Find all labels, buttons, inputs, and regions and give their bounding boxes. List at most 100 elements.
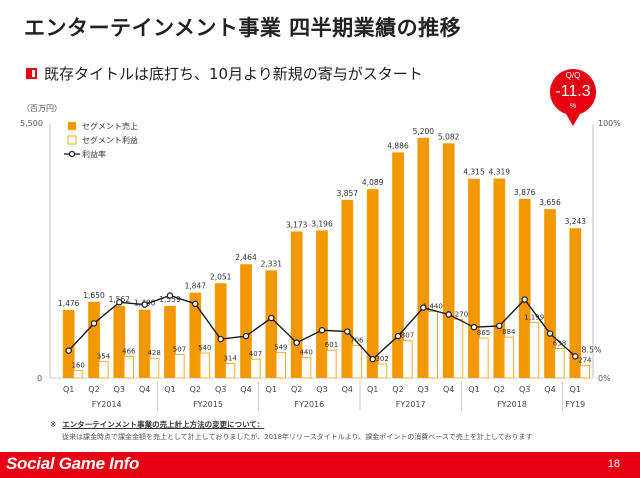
quarter-tick-label: Q2 bbox=[291, 385, 302, 394]
profit-label: 540 bbox=[198, 344, 211, 352]
subtitle: 既存タイトルは底打ち、10月より新規の寄与がスタート bbox=[44, 65, 423, 83]
quarter-tick-label: Q4 bbox=[139, 385, 150, 394]
margin-point bbox=[445, 311, 452, 318]
quarter-tick-label: Q1 bbox=[468, 385, 479, 394]
sales-bar bbox=[442, 143, 455, 378]
x-axis-labels: Q1 Q2 Q3 Q4 Q1 Q2 Q3 Q4 Q1 Q2 Q3 Q4 Q1 Q2 Q3 Q4 Q1 Q2 Q3 Q4… bbox=[63, 381, 585, 411]
sales-label: 3,656 bbox=[539, 198, 561, 207]
sales-label: 3,857 bbox=[337, 189, 359, 198]
profit-label: 314 bbox=[223, 354, 237, 362]
profit-bar bbox=[529, 322, 540, 379]
profit-label: 807 bbox=[401, 332, 414, 340]
fiscal-year-label: FY2017 bbox=[396, 400, 426, 409]
margin-point bbox=[496, 322, 503, 330]
qoq-badge-circle bbox=[550, 69, 596, 115]
profit-bar bbox=[250, 358, 261, 379]
quarter-tick-label: Q3 bbox=[418, 385, 429, 394]
legend-margin-marker bbox=[68, 150, 76, 158]
sales-bar bbox=[569, 228, 582, 378]
sales-label: 2,331 bbox=[261, 259, 283, 268]
margin-point bbox=[192, 300, 199, 308]
sales-bar bbox=[468, 178, 480, 378]
quarter-tick-label: Q1 bbox=[164, 385, 175, 394]
sales-bar bbox=[316, 230, 328, 378]
quarter-tick-label: Q4 bbox=[342, 385, 353, 394]
margin-point bbox=[318, 327, 326, 334]
profit-label: 601 bbox=[325, 341, 338, 349]
fiscal-year-label: FY2015 bbox=[193, 400, 223, 409]
profit-bar bbox=[301, 357, 312, 379]
y-tick-max: 5,500 bbox=[20, 119, 43, 128]
profit-label: 1,440 bbox=[423, 302, 443, 310]
y2-tick-zero: 0% bbox=[598, 374, 611, 383]
quarter-tick-label: Q4 bbox=[240, 385, 251, 394]
fiscal-year-label: FY2018 bbox=[497, 400, 527, 409]
margin-point bbox=[141, 301, 148, 308]
profit-bar bbox=[174, 354, 185, 379]
profit-label: 354 bbox=[97, 353, 111, 361]
margin-point bbox=[166, 292, 174, 299]
sales-bar bbox=[518, 198, 531, 378]
profit-bar bbox=[402, 340, 413, 379]
quarter-tick-label: Q2 bbox=[494, 385, 505, 394]
legend-sales-swatch bbox=[68, 122, 76, 130]
profit-label: 507 bbox=[173, 346, 186, 354]
sales-bar bbox=[88, 301, 100, 378]
y2-tick-max: 100% bbox=[598, 119, 621, 128]
profit-label: 1,199 bbox=[524, 314, 544, 322]
sales-bar bbox=[493, 178, 506, 378]
sales-bar bbox=[240, 264, 252, 378]
sales-label: 5,200 bbox=[413, 127, 435, 136]
sales-label: 3,243 bbox=[565, 217, 587, 226]
profit-label: 1,270 bbox=[448, 310, 468, 318]
quarter-tick-label: Q3 bbox=[519, 385, 530, 394]
profit-label: 865 bbox=[477, 329, 490, 337]
unit-label: （百万円） bbox=[22, 104, 62, 113]
note-body: 従来は課金時点で課金金額を売上として計上しておりましたが、2018年リリースタイ… bbox=[62, 433, 533, 441]
profit-label: 549 bbox=[274, 344, 287, 352]
legend: セグメント売上 セグメント利益 利益率 bbox=[64, 121, 138, 159]
profit-label: 884 bbox=[502, 328, 516, 336]
page-number: 18 bbox=[607, 458, 620, 470]
profit-bar bbox=[149, 357, 160, 379]
qoq-badge-top: Q/Q bbox=[566, 71, 581, 80]
profit-bar bbox=[377, 363, 388, 379]
margin-point bbox=[546, 330, 554, 337]
quarter-tick-label: Q2 bbox=[88, 385, 99, 394]
sales-bar bbox=[214, 283, 227, 378]
profit-bar bbox=[123, 356, 134, 379]
profit-label: 302 bbox=[375, 355, 388, 363]
sales-bar bbox=[62, 309, 75, 378]
quarter-tick-label: Q1 bbox=[266, 385, 277, 394]
profit-bar bbox=[427, 311, 438, 379]
margin-point bbox=[268, 314, 275, 322]
legend-margin-label: 利益率 bbox=[82, 149, 106, 159]
profit-label: 428 bbox=[147, 349, 160, 357]
margin-point bbox=[242, 332, 250, 340]
sales-label: 4,315 bbox=[463, 168, 485, 177]
sales-label: 3,173 bbox=[286, 220, 308, 229]
sales-bar bbox=[290, 231, 303, 378]
profit-bar bbox=[326, 349, 337, 379]
y-tick-zero: 0 bbox=[37, 374, 42, 383]
sales-bar bbox=[138, 309, 151, 378]
sales-label: 1,559 bbox=[159, 295, 181, 304]
sales-bar bbox=[265, 270, 278, 378]
margin-point-label: 8.5% bbox=[581, 345, 602, 354]
sales-label: 4,319 bbox=[489, 168, 511, 177]
legend-sales-label: セグメント売上 bbox=[82, 121, 138, 131]
legend-profit-swatch bbox=[67, 135, 77, 145]
quarter-tick-label: Q3 bbox=[114, 385, 125, 394]
profit-bar bbox=[478, 337, 489, 379]
profit-bar bbox=[98, 361, 109, 379]
profit-bar bbox=[453, 318, 464, 379]
qoq-badge-value: -11.3 bbox=[555, 83, 590, 100]
margin-point bbox=[65, 347, 72, 354]
profit-bar bbox=[579, 364, 590, 379]
margin-point bbox=[90, 320, 98, 327]
sales-label: 3,196 bbox=[311, 219, 333, 228]
margin-point bbox=[293, 339, 300, 346]
sales-label: 1,847 bbox=[185, 282, 207, 291]
quarter-tick-label: Q1 bbox=[570, 385, 581, 394]
